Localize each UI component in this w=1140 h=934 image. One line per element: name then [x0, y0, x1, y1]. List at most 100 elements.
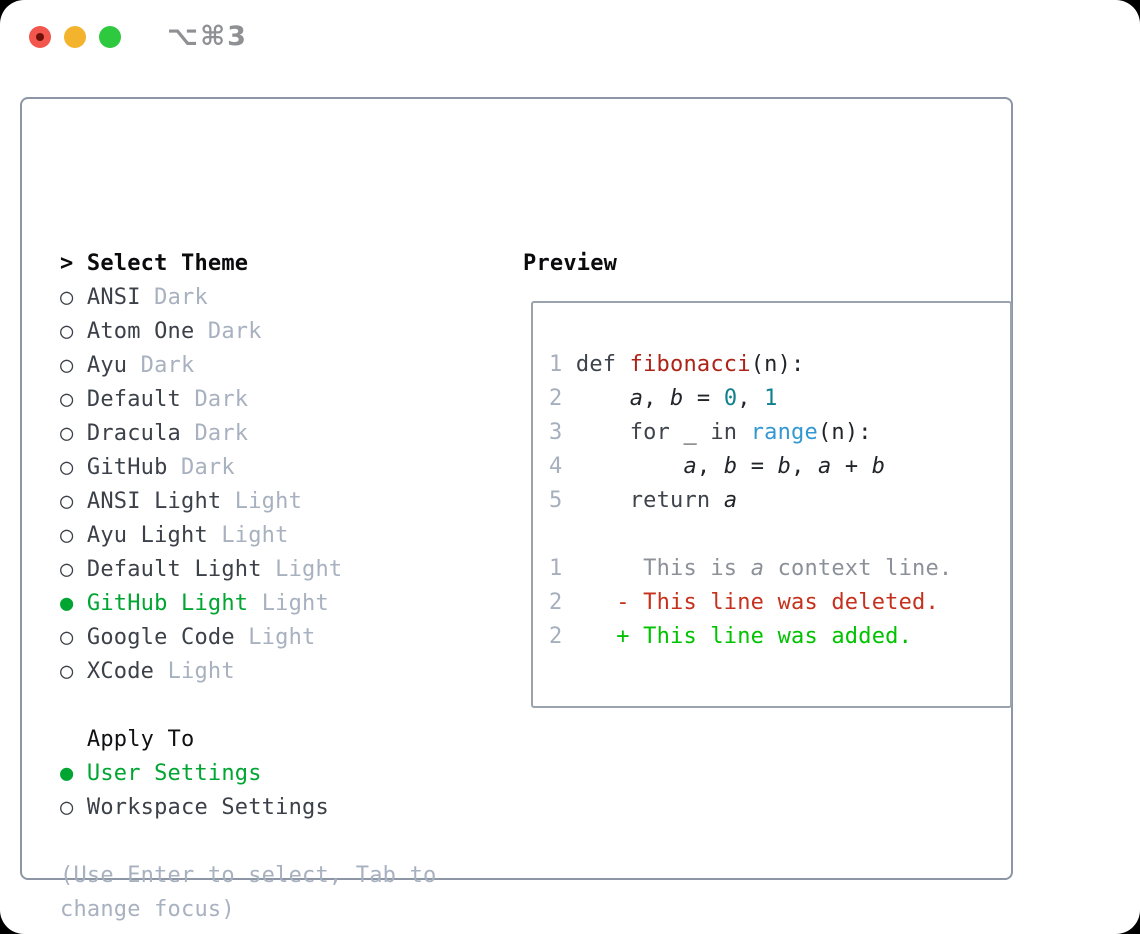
text-segment: Light: [248, 625, 316, 650]
theme-option-ansi-light[interactable]: ○ ANSI Light Light: [60, 485, 436, 519]
text-segment: a: [817, 454, 832, 479]
theme-option-ayu-dark[interactable]: ○ Ayu Dark: [60, 349, 436, 383]
text-segment: Workspace Settings: [86, 795, 329, 820]
text-segment: 1: [764, 386, 778, 411]
text-segment: ,: [791, 454, 818, 479]
theme-option-ansi-dark[interactable]: ○ ANSI Dark: [60, 281, 436, 315]
text-segment: [562, 624, 616, 649]
apply-to-heading: Apply To: [60, 723, 436, 757]
theme-option-default-dark[interactable]: ○ Default Dark: [60, 383, 436, 417]
prompt-icon: >: [60, 251, 87, 276]
settings-panel: > Select Theme ○ ANSI Dark ○ Atom One Dark…: [20, 97, 1013, 922]
text-segment: fibonacci: [629, 352, 751, 377]
minimize-button[interactable]: [64, 26, 86, 48]
close-button[interactable]: [29, 26, 51, 48]
text-segment: [562, 488, 629, 513]
radio-unselected-icon: ○: [60, 625, 87, 650]
text-segment: context line.: [764, 556, 953, 581]
text-segment: range: [750, 420, 818, 445]
text-segment: [562, 420, 629, 445]
text-segment: _: [683, 420, 711, 445]
text-segment: a: [683, 454, 697, 479]
text-segment: a: [723, 488, 738, 513]
text-segment: - This line was deleted.: [616, 590, 939, 615]
text-segment: Dark: [194, 387, 249, 412]
text-segment: Ayu Light: [86, 523, 222, 548]
theme-option-xcode[interactable]: ○ XCode Light: [60, 655, 436, 689]
text-segment: in: [710, 420, 751, 445]
radio-unselected-icon: ○: [60, 659, 87, 684]
text-segment: a: [750, 556, 765, 581]
text-segment: GitHub Light: [86, 591, 262, 616]
text-segment: [562, 590, 616, 615]
text-segment: 0: [723, 386, 738, 411]
text-segment: =: [683, 386, 724, 411]
text-segment: Ayu: [86, 353, 141, 378]
text-segment: def: [575, 352, 630, 377]
theme-option-atom-one-dark[interactable]: ○ Atom One Dark: [60, 315, 436, 349]
preview-title: Preview: [523, 251, 618, 276]
text-segment: (n):: [817, 420, 872, 445]
text-segment: change focus): [60, 897, 235, 922]
text-segment: (Use Enter to select, Tab to: [60, 863, 437, 888]
code-line-4: 4 a, b = b, a + b: [549, 450, 1006, 484]
text-segment: Google Code: [86, 625, 249, 650]
text-segment: 2: [549, 624, 563, 649]
text-segment: 1: [549, 352, 576, 377]
text-segment: Atom One: [86, 319, 208, 344]
hint-line-1: (Use Enter to select, Tab to: [60, 859, 436, 893]
text-segment: a: [629, 386, 644, 411]
theme-option-github-light[interactable]: ● GitHub Light Light: [60, 587, 436, 621]
text-segment: b: [723, 454, 738, 479]
text-segment: XCode: [86, 659, 168, 684]
text-segment: (n):: [750, 352, 805, 377]
diff-added-line: 2 + This line was added.: [549, 620, 1006, 654]
text-segment: Dark: [140, 353, 195, 378]
spacer: [60, 825, 436, 859]
theme-option-github-dark[interactable]: ○ GitHub Dark: [60, 451, 436, 485]
theme-menu: > Select Theme ○ ANSI Dark ○ Atom One Dark…: [60, 247, 436, 927]
radio-unselected-icon: ○: [60, 387, 87, 412]
text-segment: b: [777, 454, 792, 479]
code-line-2: 2 a, b = 0, 1: [549, 382, 1006, 416]
text-segment: Select Theme: [86, 251, 249, 276]
text-segment: 2: [549, 590, 563, 615]
text-segment: 2: [549, 386, 563, 411]
text-segment: Dracula: [86, 421, 195, 446]
close-dot-icon: [36, 33, 44, 41]
text-segment: Light: [275, 557, 343, 582]
text-segment: ANSI Light: [86, 489, 235, 514]
theme-option-google-code[interactable]: ○ Google Code Light: [60, 621, 436, 655]
radio-unselected-icon: ○: [60, 455, 87, 480]
text-segment: Dark: [181, 455, 235, 480]
text-segment: 4: [549, 454, 563, 479]
theme-option-dracula-dark[interactable]: ○ Dracula Dark: [60, 417, 436, 451]
text-segment: Light: [221, 523, 289, 548]
text-segment: return: [629, 488, 724, 513]
text-segment: Apply To: [60, 727, 195, 752]
text-segment: GitHub: [86, 455, 182, 480]
radio-unselected-icon: ○: [60, 285, 87, 310]
text-segment: + This line was added.: [616, 624, 913, 649]
radio-unselected-icon: ○: [60, 557, 87, 582]
text-segment: ,: [643, 386, 671, 411]
text-segment: Dark: [207, 319, 262, 344]
maximize-button[interactable]: [99, 26, 121, 48]
code-line-1: 1 def fibonacci(n):: [549, 348, 1006, 382]
radio-unselected-icon: ○: [60, 421, 87, 446]
text-segment: 3: [549, 420, 563, 445]
text-segment: User Settings: [86, 761, 262, 786]
text-segment: +: [831, 454, 872, 479]
window-title: ⌥⌘3: [167, 21, 248, 52]
apply-option-workspace-settings[interactable]: ○ Workspace Settings: [60, 791, 436, 825]
diff-deleted-line: 2 - This line was deleted.: [549, 586, 1006, 620]
text-segment: ANSI: [86, 285, 155, 310]
radio-selected-icon: ●: [60, 761, 87, 786]
theme-option-default-light[interactable]: ○ Default Light Light: [60, 553, 436, 587]
text-segment: b: [670, 386, 684, 411]
theme-option-ayu-light[interactable]: ○ Ayu Light Light: [60, 519, 436, 553]
apply-option-user-settings[interactable]: ● User Settings: [60, 757, 436, 791]
text-segment: Dark: [154, 285, 208, 310]
